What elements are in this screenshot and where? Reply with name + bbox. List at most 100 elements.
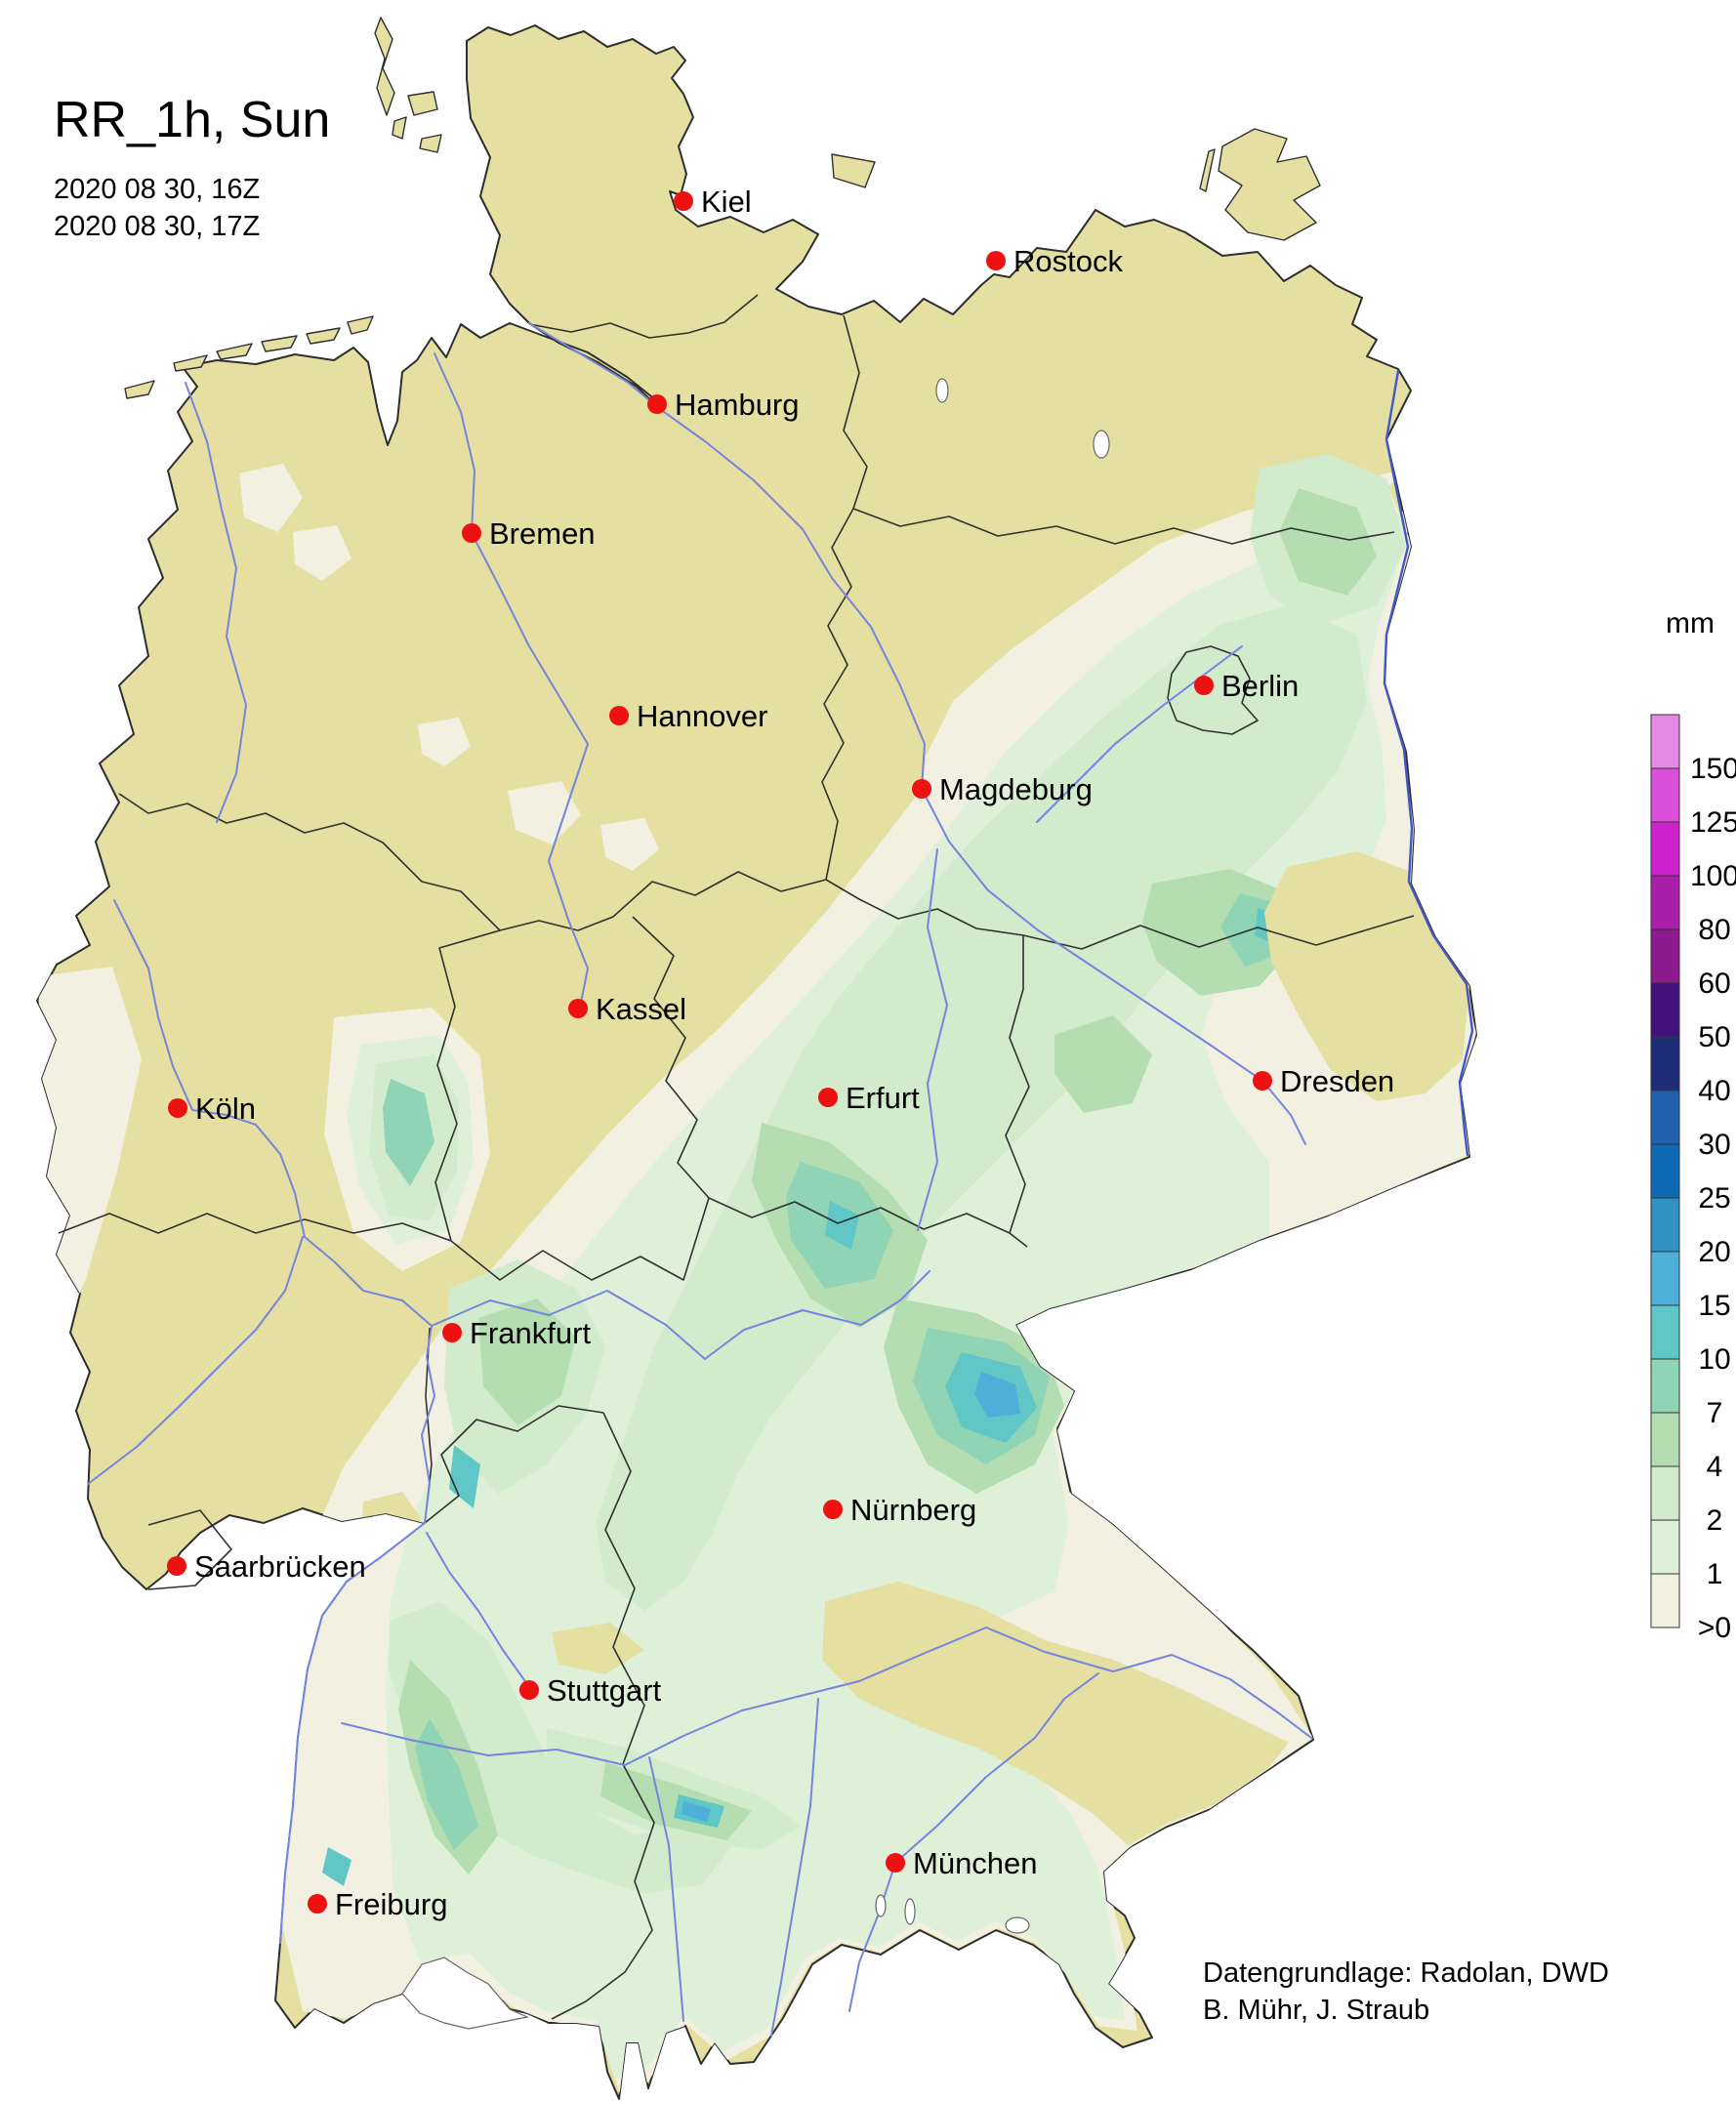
city-rostock: Rostock (986, 244, 1123, 278)
state-borders (58, 294, 1415, 2020)
legend-tick: 40 (1698, 1075, 1730, 1107)
city-freiburg: Freiburg (308, 1887, 447, 1921)
legend-swatch (1650, 928, 1680, 984)
city-label: Rostock (1013, 244, 1123, 278)
city-dot (674, 191, 693, 211)
legend-swatch (1650, 1465, 1680, 1521)
city-markers: Kiel Rostock Hamburg Bremen Hannover Ber… (167, 185, 1394, 1921)
city-label: München (913, 1846, 1038, 1880)
city-nuernberg: Nürnberg (823, 1493, 976, 1527)
lake-starnberg (904, 1898, 916, 1925)
city-magdeburg: Magdeburg (912, 772, 1093, 806)
city-label: Berlin (1221, 669, 1299, 703)
legend-tick: 10 (1698, 1343, 1730, 1376)
legend-swatch (1650, 1090, 1680, 1145)
islands (124, 17, 1321, 399)
legend-swatch (1650, 982, 1680, 1038)
valid-time-start: 2020 08 30, 16Z (54, 174, 260, 205)
city-dot (912, 779, 931, 799)
city-dot (823, 1500, 843, 1519)
legend-swatch (1650, 1412, 1680, 1467)
lake-chiemsee (1005, 1916, 1030, 1934)
legend-swatch (1650, 875, 1680, 930)
lakes (401, 378, 1110, 2030)
legend-swatch (1650, 1143, 1680, 1199)
legend-swatch (1650, 1358, 1680, 1414)
city-dresden: Dresden (1253, 1064, 1394, 1098)
legend-swatch (1650, 1519, 1680, 1575)
city-koeln: Köln (168, 1092, 256, 1126)
city-label: Saarbrücken (194, 1549, 366, 1584)
attribution-authors: B. Mühr, J. Straub (1203, 1995, 1429, 2026)
city-muenchen: München (886, 1846, 1038, 1880)
legend-swatch (1650, 767, 1680, 823)
city-frankfurt: Frankfurt (442, 1316, 591, 1350)
legend-tick: 4 (1707, 1451, 1723, 1483)
legend-tick: 15 (1698, 1290, 1730, 1322)
city-hamburg: Hamburg (647, 388, 800, 422)
valid-time-end: 2020 08 30, 17Z (54, 211, 260, 242)
legend-tick: 30 (1698, 1129, 1730, 1161)
city-label: Freiburg (335, 1887, 447, 1921)
legend-tick: 2 (1707, 1504, 1723, 1537)
city-label: Frankfurt (470, 1316, 591, 1350)
city-label: Hannover (637, 699, 767, 733)
legend-swatch (1650, 1036, 1680, 1092)
city-dot (442, 1323, 462, 1342)
legend-tick: 20 (1698, 1236, 1730, 1268)
city-label: Nürnberg (850, 1493, 976, 1527)
city-kiel: Kiel (674, 185, 752, 219)
legend-swatch (1650, 714, 1680, 769)
legend-tick: 100 (1690, 860, 1736, 892)
city-dot (886, 1853, 905, 1873)
rivers (87, 322, 1474, 2037)
city-dot (647, 394, 667, 414)
legend-tick: 60 (1698, 968, 1730, 1000)
city-label: Hamburg (675, 388, 800, 422)
lake-constance (401, 1957, 529, 2030)
page-title: RR_1h, Sun (54, 92, 330, 148)
city-dot (168, 1098, 187, 1118)
city-label: Kassel (596, 992, 686, 1026)
city-dot (609, 706, 629, 725)
city-dot (519, 1680, 539, 1700)
city-label: Dresden (1280, 1064, 1394, 1098)
city-dot (308, 1894, 327, 1914)
legend-tick: 7 (1707, 1397, 1723, 1429)
legend-swatch (1650, 1251, 1680, 1306)
city-label: Erfurt (846, 1081, 920, 1115)
legend-swatch (1650, 821, 1680, 877)
lake-mueritz (1093, 430, 1110, 459)
city-label: Bremen (489, 516, 596, 551)
city-label: Stuttgart (547, 1673, 662, 1708)
city-bremen: Bremen (462, 516, 596, 551)
legend-tick: 25 (1698, 1182, 1730, 1215)
city-erfurt: Erfurt (818, 1081, 920, 1115)
legend-unit-label: mm (1666, 607, 1715, 639)
attribution: Datengrundlage: Radolan, DWD B. Mühr, J.… (1203, 1957, 1609, 2026)
legend-swatch (1650, 1304, 1680, 1360)
city-dot (568, 999, 588, 1018)
title-block: RR_1h, Sun 2020 08 30, 16Z 2020 08 30, 1… (54, 92, 330, 242)
color-legend: mm 150 125 100 80 60 50 40 30 25 20 15 1… (1650, 607, 1736, 1644)
city-berlin: Berlin (1194, 669, 1299, 703)
legend-tick: 80 (1698, 914, 1730, 946)
city-label: Magdeburg (939, 772, 1093, 806)
city-dot (462, 523, 481, 543)
attribution-source: Datengrundlage: Radolan, DWD (1203, 1957, 1609, 1989)
city-dot (1253, 1071, 1272, 1091)
city-dot (1194, 676, 1214, 695)
legend-tick: 125 (1690, 806, 1736, 839)
legend-tick: 1 (1707, 1558, 1723, 1590)
city-dot (986, 251, 1006, 270)
city-dot (167, 1556, 186, 1576)
legend-tick: >0 (1698, 1612, 1731, 1644)
legend-swatch (1650, 1197, 1680, 1253)
city-label: Kiel (701, 185, 752, 219)
city-hannover: Hannover (609, 699, 767, 733)
lake-schwerin (935, 378, 949, 403)
legend-tick: 50 (1698, 1021, 1730, 1053)
city-kassel: Kassel (568, 992, 686, 1026)
